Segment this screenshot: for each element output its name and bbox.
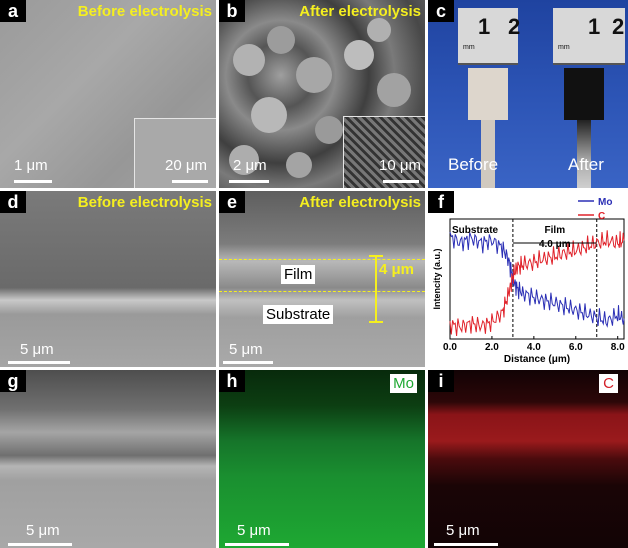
panel-b-inset xyxy=(343,116,425,188)
y-axis-label: Intencity (a.u.) xyxy=(432,248,442,309)
electrode-before-tab xyxy=(481,120,495,188)
panel-d-label: d xyxy=(0,191,26,213)
line-profile-chart: Mo C Substrate Film 4.0 μm 0.0 2.0 4.0 6.0 8.0 Dis… xyxy=(432,197,625,365)
region-label-film: Film xyxy=(545,225,566,236)
ruler-before-number-1: 1 xyxy=(478,14,491,39)
x-tick-label-3: 6.0 xyxy=(569,342,583,353)
panel-e-caption: After electrolysis xyxy=(299,194,421,211)
thickness-arrow-top-cap xyxy=(369,255,383,257)
c-element-label: C xyxy=(599,374,618,393)
photo-after-label: After xyxy=(568,155,604,174)
thickness-label: 4 μm xyxy=(379,261,415,278)
film-top-boundary xyxy=(219,259,425,260)
ruler-after xyxy=(553,8,625,65)
panel-b-scalebar-main xyxy=(229,180,269,183)
panel-b-scalebar-inset xyxy=(383,180,419,183)
panel-e-scale: 5 μm xyxy=(229,341,263,358)
panel-c-label: c xyxy=(428,0,454,22)
panel-h-mo-map: h Mo 5 μm xyxy=(219,370,425,548)
film-label: Film xyxy=(281,265,316,284)
panel-b-sem-after: b After electrolysis 2 μm 10 μm xyxy=(219,0,425,188)
panel-g-cross-section: g 5 μm xyxy=(0,370,216,548)
thickness-arrow-bottom-cap xyxy=(369,321,383,323)
panel-i-c-map: i C 5 μm xyxy=(428,370,628,548)
panel-c-photo: c 1 2 mm 1 2 mm Before After xyxy=(428,0,628,188)
panel-a-label: a xyxy=(0,0,26,22)
panel-i-scale: 5 μm xyxy=(446,522,480,539)
series-line-mo xyxy=(449,232,625,328)
panel-b-scale-inset: 10 μm xyxy=(379,157,421,174)
ruler-after-number-1: 1 xyxy=(588,14,601,39)
panel-a-sem-before: a Before electrolysis 1 μm 20 μm xyxy=(0,0,216,188)
panel-b-scale-main: 2 μm xyxy=(233,157,267,174)
panel-a-caption: Before electrolysis xyxy=(77,3,212,20)
panel-a-scalebar-inset xyxy=(172,180,208,183)
panel-e-scalebar xyxy=(223,361,273,364)
legend-label-c: C xyxy=(598,211,605,222)
x-tick-label-4: 8.0 xyxy=(611,342,625,353)
ruler-before-number-2: 2 xyxy=(508,14,521,39)
panel-g-label: g xyxy=(0,370,26,392)
panel-i-label: i xyxy=(428,370,454,392)
panel-h-scale: 5 μm xyxy=(237,522,271,539)
panel-e-label: e xyxy=(219,191,245,213)
panel-a-scale-main: 1 μm xyxy=(14,157,48,174)
electrode-before xyxy=(468,68,508,120)
thickness-arrow xyxy=(375,255,377,323)
electrode-after-tab xyxy=(577,120,591,188)
ruler-before-unit: mm xyxy=(463,44,475,51)
mo-element-label: Mo xyxy=(390,374,417,393)
panel-g-scalebar xyxy=(8,543,72,546)
panel-h-scalebar xyxy=(225,543,289,546)
panel-f-label: f xyxy=(428,191,454,213)
series-line-c xyxy=(449,230,625,337)
x-axis-label: Distance (μm) xyxy=(504,354,570,365)
substrate-label: Substrate xyxy=(263,305,334,324)
panel-b-texture xyxy=(229,18,411,178)
panel-b-label: b xyxy=(219,0,245,22)
photo-before-label: Before xyxy=(448,155,499,174)
panel-d-caption: Before electrolysis xyxy=(77,194,212,211)
x-tick-label-0: 0.0 xyxy=(443,342,457,353)
plot-frame xyxy=(449,218,625,340)
ruler-before xyxy=(458,8,518,65)
panel-h-label: h xyxy=(219,370,245,392)
electrode-after xyxy=(564,68,604,120)
panel-a-scale-inset: 20 μm xyxy=(165,157,207,174)
panel-i-scalebar xyxy=(434,543,498,546)
panel-g-scale: 5 μm xyxy=(26,522,60,539)
panel-d-scale: 5 μm xyxy=(20,341,54,358)
ruler-after-number-2: 2 xyxy=(612,14,625,39)
panel-e-cross-section-after: e After electrolysis 4 μm Film Substrate… xyxy=(219,191,425,367)
annotation-label: 4.0 μm xyxy=(539,239,571,250)
film-bottom-boundary xyxy=(219,291,425,292)
legend-label-mo: Mo xyxy=(598,197,612,208)
x-tick-label-1: 2.0 xyxy=(485,342,499,353)
panel-d-scalebar xyxy=(8,361,70,364)
ruler-after-unit: mm xyxy=(558,44,570,51)
panel-d-cross-section-before: d Before electrolysis 5 μm xyxy=(0,191,216,367)
panel-a-scalebar-main xyxy=(14,180,52,183)
x-tick-label-2: 4.0 xyxy=(527,342,541,353)
region-label-substrate: Substrate xyxy=(452,225,499,236)
panel-b-caption: After electrolysis xyxy=(299,3,421,20)
panel-f-line-profile: f Mo C Substrate Film 4.0 μm 0.0 2.0 4.0 6.0 8.0 D… xyxy=(428,191,628,367)
panel-a-inset xyxy=(134,118,216,188)
